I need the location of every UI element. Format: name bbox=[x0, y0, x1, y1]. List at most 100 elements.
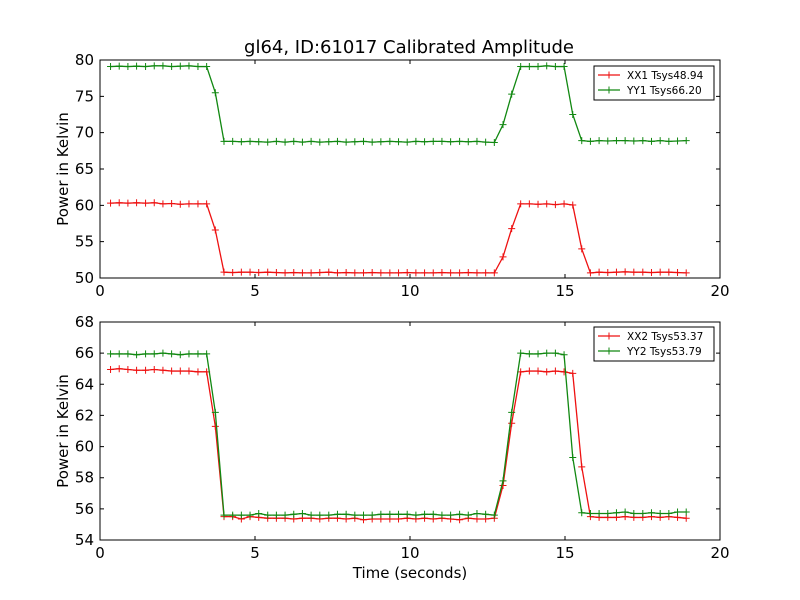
data-point bbox=[403, 510, 411, 518]
x-axis-label: Time (seconds) bbox=[352, 564, 468, 582]
data-point bbox=[490, 511, 498, 519]
data-point bbox=[360, 511, 367, 519]
data-point bbox=[142, 63, 150, 71]
x-tick-label: 20 bbox=[710, 544, 729, 562]
data-point bbox=[290, 269, 298, 277]
data-point bbox=[630, 268, 638, 276]
data-point bbox=[464, 511, 472, 519]
data-point bbox=[185, 200, 193, 208]
data-point bbox=[124, 63, 132, 71]
data-point bbox=[377, 269, 385, 277]
data-point bbox=[569, 111, 577, 118]
data-point bbox=[342, 510, 350, 518]
data-point bbox=[159, 62, 167, 70]
data-point bbox=[612, 268, 620, 276]
data-point bbox=[142, 366, 150, 374]
legend-marker bbox=[605, 86, 613, 94]
data-point bbox=[473, 510, 481, 518]
data-point bbox=[647, 509, 655, 517]
data-point bbox=[639, 137, 647, 145]
data-point bbox=[647, 137, 655, 145]
panel-1: 0 5 10 15 20 50 55 60 65 70 75 80 Power in Kelvin XX1… bbox=[54, 51, 730, 300]
data-point bbox=[438, 269, 446, 277]
legend-label: XX1 Tsys48.94 bbox=[627, 70, 704, 82]
data-point bbox=[237, 268, 245, 276]
data-point bbox=[656, 510, 664, 518]
data-point bbox=[456, 269, 464, 277]
data-point bbox=[281, 269, 289, 277]
legend-marker bbox=[605, 332, 613, 340]
data-point bbox=[595, 137, 603, 145]
data-point bbox=[203, 63, 211, 71]
data-point bbox=[307, 137, 315, 145]
data-point bbox=[255, 138, 263, 146]
data-point bbox=[508, 419, 516, 427]
legend: XX2 Tsys53.37 YY2 Tsys53.79 bbox=[593, 326, 715, 362]
data-point bbox=[656, 268, 664, 276]
data-point bbox=[377, 138, 385, 146]
legend-marker bbox=[605, 347, 613, 355]
data-point bbox=[403, 269, 411, 277]
data-point bbox=[621, 268, 629, 276]
data-point bbox=[229, 269, 237, 277]
data-point bbox=[517, 200, 525, 208]
data-point bbox=[456, 137, 464, 145]
data-point bbox=[438, 137, 446, 145]
data-point bbox=[246, 511, 254, 519]
data-point bbox=[656, 137, 664, 145]
data-point bbox=[578, 509, 586, 517]
data-point bbox=[674, 269, 682, 277]
data-point bbox=[403, 138, 411, 146]
data-point bbox=[325, 511, 333, 519]
data-point bbox=[298, 510, 306, 518]
data-point bbox=[482, 510, 490, 518]
data-point bbox=[333, 137, 341, 145]
data-point bbox=[543, 349, 551, 357]
y-tick-label: 65 bbox=[75, 160, 94, 178]
data-point bbox=[525, 350, 533, 358]
data-point bbox=[272, 511, 280, 519]
data-point bbox=[168, 63, 176, 71]
legend-frame bbox=[593, 65, 715, 101]
panel-2: 0 5 10 15 20 54 56 58 60 62 64 66 68 Power in Kelvin T… bbox=[54, 313, 730, 582]
legend: XX1 Tsys48.94 YY1 Tsys66.20 bbox=[593, 65, 715, 101]
data-point bbox=[133, 351, 141, 359]
legend-entry: XX2 Tsys53.37 bbox=[598, 331, 703, 343]
data-point bbox=[333, 269, 341, 277]
data-point bbox=[107, 350, 115, 358]
data-point bbox=[482, 269, 490, 277]
data-point bbox=[168, 367, 176, 375]
data-point bbox=[551, 63, 559, 71]
data-point bbox=[377, 510, 385, 518]
data-point bbox=[604, 137, 612, 145]
data-point bbox=[569, 453, 577, 461]
data-point bbox=[185, 62, 193, 70]
data-point bbox=[220, 268, 228, 276]
data-point bbox=[473, 269, 481, 277]
data-point bbox=[447, 511, 455, 519]
data-point bbox=[211, 226, 219, 234]
data-point bbox=[351, 138, 359, 146]
data-point bbox=[612, 509, 620, 517]
x-tick-label: 10 bbox=[400, 544, 419, 562]
data-point bbox=[464, 138, 472, 146]
data-point bbox=[133, 62, 141, 70]
data-point bbox=[560, 368, 568, 376]
data-point bbox=[578, 245, 586, 253]
y-tick-label: 68 bbox=[75, 313, 94, 331]
y-tick-label: 80 bbox=[75, 51, 94, 69]
data-point bbox=[368, 138, 376, 146]
data-point bbox=[499, 121, 507, 129]
data-point bbox=[107, 199, 115, 207]
x-tick-label: 0 bbox=[95, 282, 105, 300]
data-point bbox=[586, 269, 594, 277]
data-point bbox=[395, 269, 403, 277]
data-point bbox=[211, 89, 219, 97]
data-point bbox=[307, 511, 315, 519]
data-point bbox=[220, 511, 228, 519]
y-tick-label: 75 bbox=[75, 87, 94, 105]
data-point bbox=[211, 422, 219, 430]
data-point bbox=[133, 366, 141, 374]
data-point bbox=[176, 200, 184, 208]
